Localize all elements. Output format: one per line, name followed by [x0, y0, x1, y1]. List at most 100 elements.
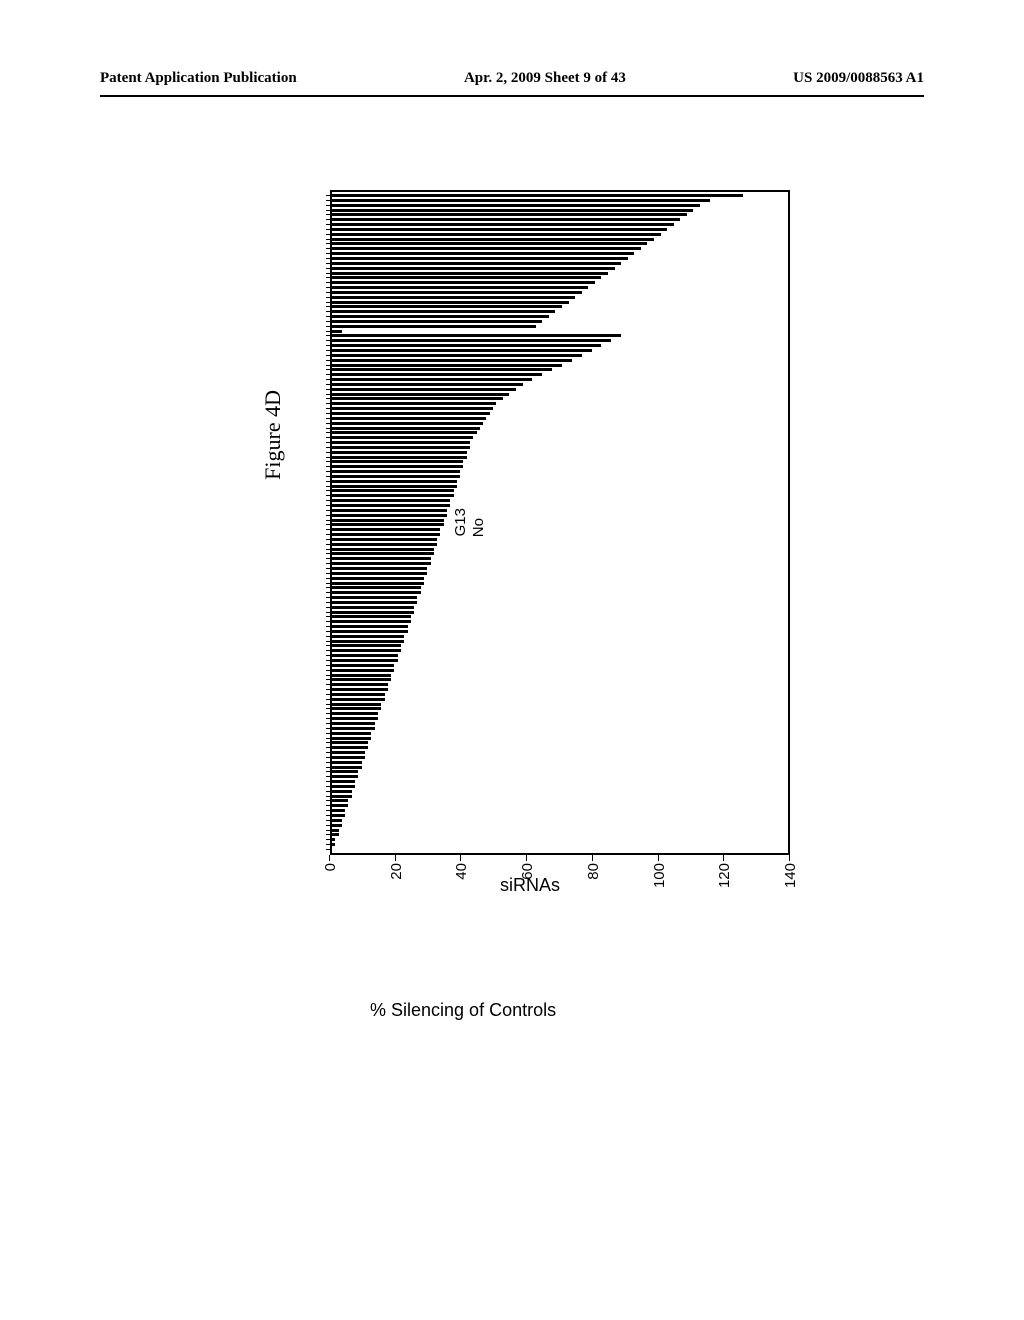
bar-row: [332, 354, 788, 357]
bar-row: [332, 761, 788, 764]
bar: [332, 790, 352, 793]
bar: [332, 281, 595, 284]
bar: [332, 780, 355, 783]
bar-row: [332, 514, 788, 517]
bar: [332, 838, 335, 841]
bar: [332, 494, 454, 497]
series-label-line2: G13: [452, 508, 469, 536]
bar: [332, 407, 493, 410]
bar: [332, 611, 414, 614]
bar: [332, 533, 440, 536]
bar-row: [332, 557, 788, 560]
bar-row: [332, 722, 788, 725]
bar: [332, 470, 460, 473]
bar: [332, 218, 680, 221]
bar: [332, 674, 391, 677]
bar-row: [332, 688, 788, 691]
bar: [332, 615, 411, 618]
bar: [332, 751, 365, 754]
bar: [332, 654, 398, 657]
bar-row: [332, 368, 788, 371]
bar: [332, 562, 431, 565]
bar: [332, 664, 394, 667]
bar-row: [332, 431, 788, 434]
bar: [332, 737, 371, 740]
bar: [332, 489, 454, 492]
bar: [332, 703, 381, 706]
bar: [332, 819, 342, 822]
bar-row: [332, 838, 788, 841]
bar: [332, 799, 348, 802]
bar-row: [332, 766, 788, 769]
bar: [332, 286, 588, 289]
bar: [332, 460, 463, 463]
bar: [332, 441, 470, 444]
bar-row: [332, 829, 788, 832]
bar: [332, 485, 457, 488]
bar-row: [332, 678, 788, 681]
bar: [332, 480, 457, 483]
bar: [332, 354, 582, 357]
bar: [332, 431, 477, 434]
tick-label: 0: [322, 863, 339, 871]
bar-row: [332, 272, 788, 275]
bar-row: [332, 359, 788, 362]
bar: [332, 349, 592, 352]
bar: [332, 383, 523, 386]
bar: [332, 625, 408, 628]
bar-row: [332, 737, 788, 740]
bar: [332, 596, 417, 599]
bar-row: [332, 470, 788, 473]
bar-row: [332, 756, 788, 759]
bar: [332, 644, 401, 647]
bar-row: [332, 552, 788, 555]
bar-row: [332, 204, 788, 207]
bar-row: [332, 242, 788, 245]
bar: [332, 756, 365, 759]
bar: [332, 814, 345, 817]
bar-row: [332, 707, 788, 710]
bar-row: [332, 397, 788, 400]
bar-row: [332, 703, 788, 706]
bar: [332, 344, 601, 347]
bar-row: [332, 393, 788, 396]
bar-row: [332, 378, 788, 381]
bar: [332, 296, 575, 299]
bar: [332, 606, 414, 609]
bar-row: [332, 596, 788, 599]
bar: [332, 761, 362, 764]
bar: [332, 402, 496, 405]
bar: [332, 804, 348, 807]
bar-row: [332, 320, 788, 323]
bar: [332, 519, 444, 522]
bar-row: [332, 814, 788, 817]
bar-row: [332, 819, 788, 822]
bar: [332, 693, 385, 696]
bar: [332, 640, 404, 643]
bar-row: [332, 344, 788, 347]
bar: [332, 199, 710, 202]
bar: [332, 451, 467, 454]
bar: [332, 746, 368, 749]
bar: [332, 712, 378, 715]
bar-row: [332, 669, 788, 672]
bar-row: [332, 485, 788, 488]
bar: [332, 707, 381, 710]
bar-row: [332, 790, 788, 793]
bar-row: [332, 441, 788, 444]
bar: [332, 267, 615, 270]
bar: [332, 204, 700, 207]
bar: [332, 620, 411, 623]
bar: [332, 523, 444, 526]
bar-row: [332, 582, 788, 585]
bar-row: [332, 291, 788, 294]
bar: [332, 194, 743, 197]
tick-label: 140: [782, 863, 799, 888]
bar: [332, 417, 486, 420]
bar: [332, 591, 421, 594]
bar: [332, 427, 480, 430]
bar-row: [332, 494, 788, 497]
bar: [332, 795, 352, 798]
bar: [332, 572, 427, 575]
bar-row: [332, 824, 788, 827]
